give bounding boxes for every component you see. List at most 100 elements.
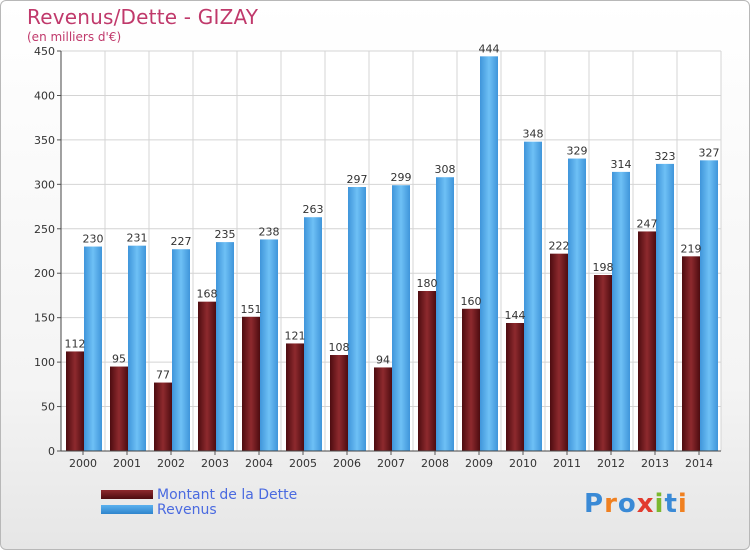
bar-revenue: [84, 246, 102, 451]
legend-swatch-debt: [101, 490, 153, 499]
data-label-revenue: 263: [303, 203, 324, 216]
data-label-revenue: 227: [171, 235, 192, 248]
x-tick-label: 2001: [113, 457, 141, 470]
bar-debt: [506, 323, 524, 451]
x-tick-label: 2013: [641, 457, 669, 470]
bar-debt: [594, 275, 612, 451]
data-label-revenue: 329: [567, 145, 588, 158]
data-label-revenue: 348: [523, 128, 544, 141]
x-tick-label: 2003: [201, 457, 229, 470]
y-tick-label: 400: [34, 89, 55, 102]
x-tick-label: 2008: [421, 457, 449, 470]
bar-debt: [418, 291, 436, 451]
y-tick-label: 50: [41, 401, 55, 414]
logo-letter: x: [636, 489, 655, 519]
legend-label-debt: Montant de la Dette: [157, 486, 298, 503]
bar-revenue: [524, 141, 542, 451]
data-label-revenue: 299: [391, 171, 412, 184]
logo-letter: r: [604, 489, 618, 519]
bar-revenue: [436, 177, 454, 451]
data-label-debt: 144: [505, 309, 526, 322]
data-label-debt: 77: [156, 369, 170, 382]
y-tick-label: 350: [34, 134, 55, 147]
bar-revenue: [568, 158, 586, 452]
x-tick-label: 2012: [597, 457, 625, 470]
data-label-revenue: 238: [259, 225, 280, 238]
data-label-debt: 168: [197, 288, 218, 301]
y-tick-label: 450: [34, 45, 55, 58]
y-tick-label: 200: [34, 267, 55, 280]
bar-revenue: [172, 249, 190, 451]
data-label-debt: 160: [461, 295, 482, 308]
logo-letter: P: [584, 489, 605, 519]
legend: Montant de la Dette Revenus: [101, 486, 298, 518]
data-label-debt: 151: [241, 303, 262, 316]
bar-revenue: [480, 56, 498, 451]
x-tick-label: 2005: [289, 457, 317, 470]
chart-subtitle: (en milliers d'€): [27, 30, 122, 44]
proxiti-logo: Proxiti: [584, 489, 688, 519]
data-label-debt: 95: [112, 353, 126, 366]
axis-layer: 0 50 100 150 200 250 300 350 400 450 2000 2001 2002 2…: [34, 45, 721, 470]
labels-layer: 112 230 95 231 77 227 168 235 151 238 121 263 108 297…: [65, 42, 720, 381]
x-tick-label: 2002: [157, 457, 185, 470]
x-tick-label: 2009: [465, 457, 493, 470]
data-label-debt: 219: [681, 242, 702, 255]
y-tick-label: 100: [34, 356, 55, 369]
logo-letter: i: [677, 489, 688, 519]
y-tick-label: 150: [34, 312, 55, 325]
data-label-revenue: 314: [611, 158, 632, 171]
bars-layer: [66, 56, 718, 452]
bar-debt: [550, 253, 568, 451]
legend-item-revenue: Revenus: [101, 501, 297, 518]
data-label-debt: 108: [329, 341, 350, 354]
data-label-debt: 121: [285, 329, 306, 342]
x-tick-label: 2011: [553, 457, 581, 470]
bar-revenue: [392, 185, 410, 451]
bar-debt: [330, 355, 348, 451]
x-tick-label: 2010: [509, 457, 537, 470]
x-tick-label: 2007: [377, 457, 405, 470]
y-tick-label: 0: [48, 445, 55, 458]
x-tick-label: 2000: [69, 457, 97, 470]
bar-debt: [462, 308, 480, 451]
data-label-debt: 198: [593, 261, 614, 274]
data-label-debt: 112: [65, 337, 86, 350]
bar-debt: [66, 351, 84, 451]
data-label-debt: 94: [376, 353, 390, 366]
bar-revenue: [700, 160, 718, 452]
bar-debt: [374, 367, 392, 451]
bar-revenue: [216, 242, 234, 451]
y-tick-label: 250: [34, 223, 55, 236]
data-label-revenue: 323: [655, 150, 676, 163]
bar-debt: [110, 366, 128, 451]
x-tick-label: 2004: [245, 457, 273, 470]
bar-debt: [638, 231, 656, 451]
y-tick-label: 300: [34, 178, 55, 191]
data-label-revenue: 297: [347, 173, 368, 186]
bar-debt: [286, 343, 304, 451]
x-tick-label: 2006: [333, 457, 361, 470]
legend-swatch-revenue: [101, 505, 153, 514]
bar-revenue: [128, 245, 146, 451]
data-label-revenue: 230: [83, 233, 104, 246]
bar-debt: [154, 382, 172, 451]
legend-item-debt: Montant de la Dette: [101, 486, 298, 503]
legend-label-revenue: Revenus: [157, 501, 217, 518]
bar-revenue: [348, 187, 366, 451]
logo-letter: i: [654, 489, 665, 519]
bar-debt: [682, 256, 700, 451]
logo-letter: t: [664, 489, 678, 519]
logo-letter: o: [617, 489, 637, 519]
data-label-revenue: 308: [435, 163, 456, 176]
bar-debt: [242, 316, 260, 451]
bar-revenue: [656, 163, 674, 451]
data-label-revenue: 444: [479, 42, 500, 55]
bar-revenue: [612, 171, 630, 451]
data-label-debt: 222: [549, 240, 570, 253]
bar-debt: [198, 301, 216, 451]
data-label-revenue: 327: [699, 146, 720, 159]
data-label-revenue: 235: [215, 228, 236, 241]
